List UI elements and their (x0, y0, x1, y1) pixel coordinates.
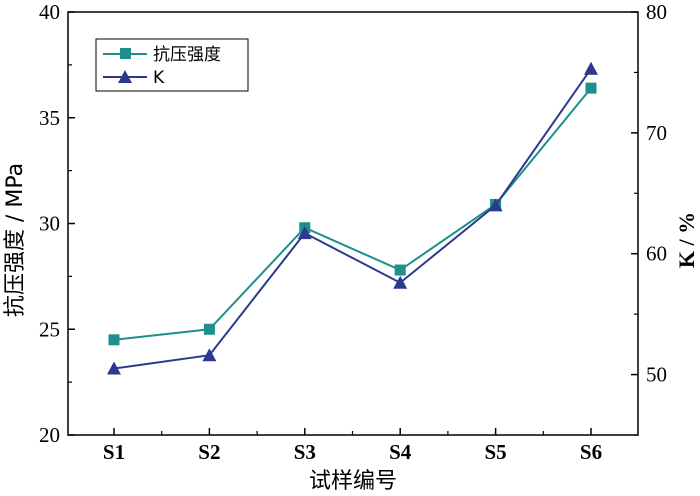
left-y-axis: 20 25 30 35 40 (39, 0, 75, 447)
left-tick-label: 25 (39, 317, 60, 341)
x-tick-label: S5 (485, 440, 507, 464)
left-tick-label: 35 (39, 106, 60, 130)
series-line-0 (113, 87, 592, 341)
legend: 抗压强度 K (95, 38, 249, 92)
data-point-triangle (393, 275, 408, 289)
x-tick-label: S6 (580, 440, 602, 464)
right-tick-label: 80 (646, 0, 667, 24)
data-point-square (203, 323, 215, 335)
x-tick-label: S2 (198, 440, 220, 464)
data-point-triangle (584, 61, 598, 75)
data-point-triangle (202, 348, 217, 362)
data-point-square (585, 82, 597, 94)
left-tick-label: 40 (39, 0, 60, 24)
right-tick-label: 70 (646, 121, 667, 145)
left-tick-label: 20 (39, 423, 60, 447)
legend-marker-square (120, 48, 131, 59)
right-y-axis: 50 60 70 80 (631, 0, 667, 436)
legend-label-k: K (153, 68, 165, 88)
legend-marker-triangle (118, 70, 132, 83)
data-point-square (394, 264, 406, 276)
x-tick-label: S4 (389, 440, 412, 464)
y-axis-title: 抗压强度 / MPa (3, 163, 28, 317)
x-axis: S1 S2 S3 S4 S5 S6 (103, 428, 602, 464)
left-tick-label: 30 (39, 212, 60, 236)
x-tick-label: S3 (294, 440, 316, 464)
data-point-square (108, 334, 120, 346)
x-tick-label: S1 (103, 440, 125, 464)
right-tick-label: 50 (646, 363, 667, 387)
data-point-triangle (488, 198, 503, 212)
series-layer (107, 61, 598, 375)
x-axis-title: 试样编号 (309, 469, 397, 494)
data-point-triangle (297, 226, 312, 240)
series-line-1 (113, 68, 592, 370)
legend-label-strength: 抗压强度 (153, 45, 221, 65)
data-point-triangle (107, 361, 121, 375)
y2-axis-title: K / % (674, 212, 699, 268)
right-tick-label: 60 (646, 242, 667, 266)
